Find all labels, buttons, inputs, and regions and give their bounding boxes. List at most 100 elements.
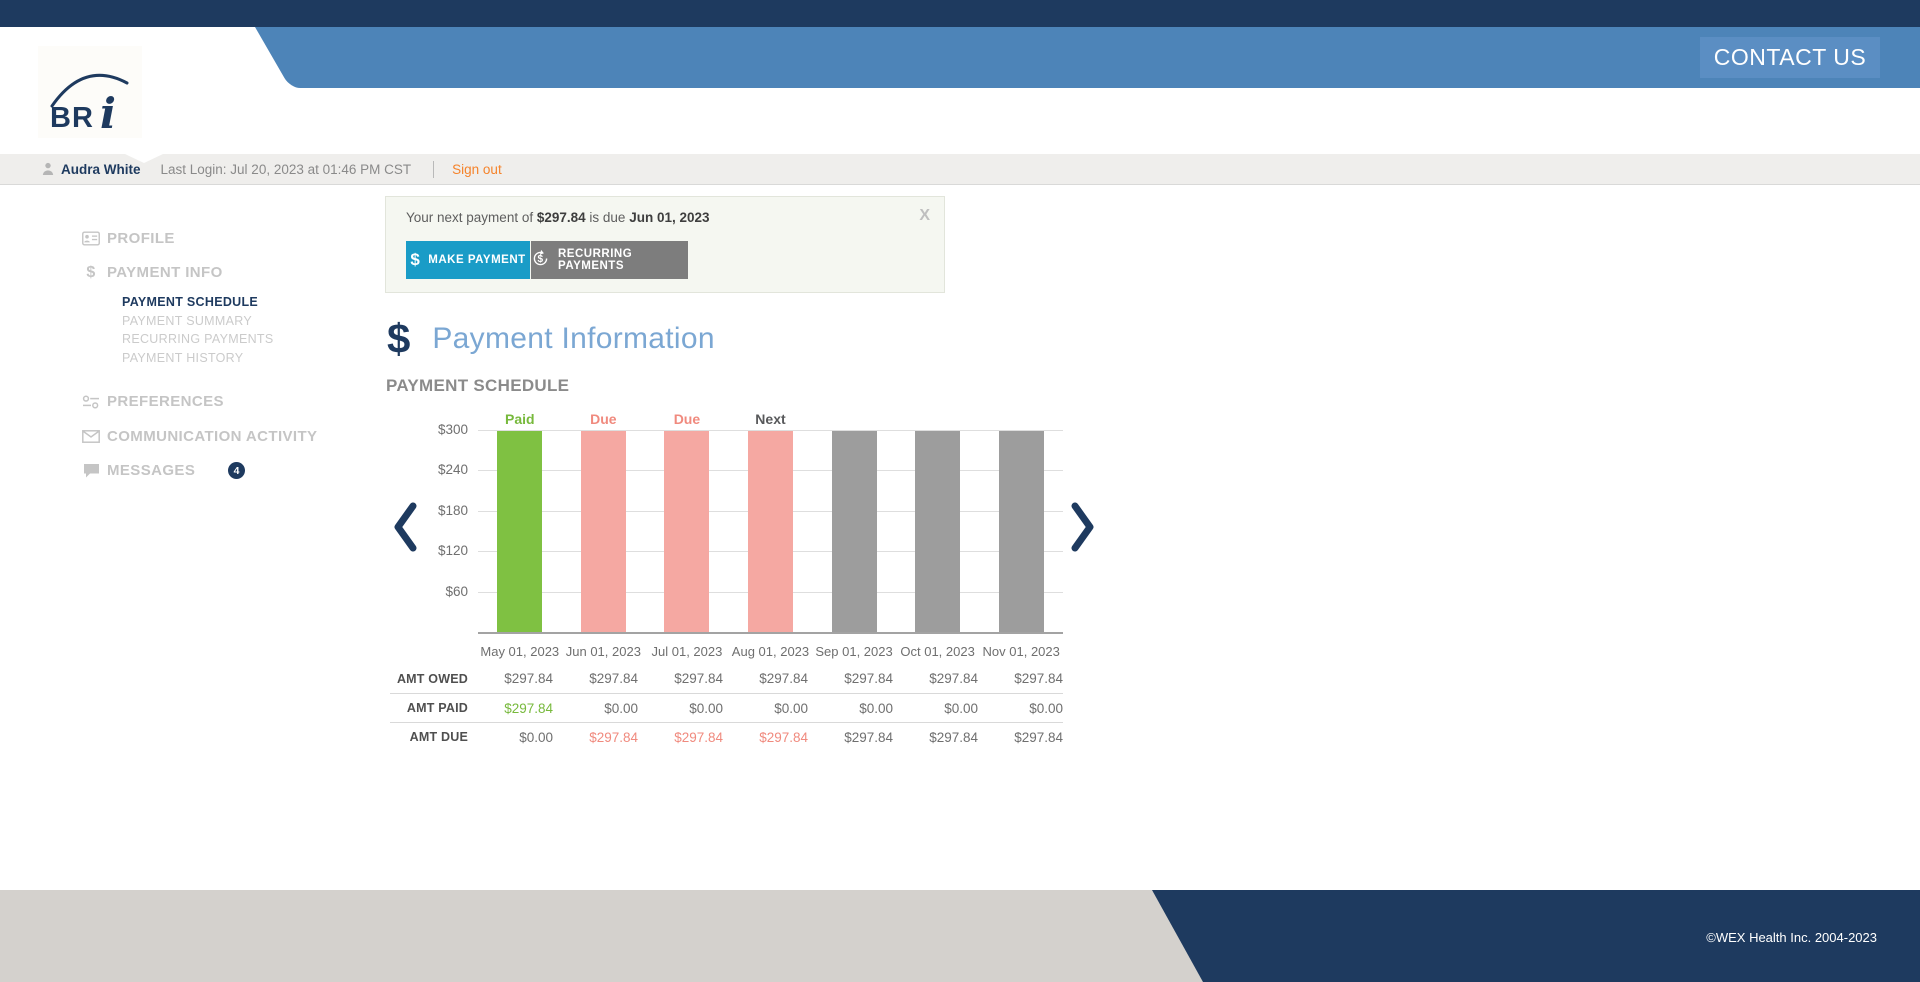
- sidebar-item-label: COMMUNICATION ACTIVITY: [107, 428, 318, 445]
- payment-bar-upcoming[interactable]: [915, 431, 961, 632]
- dollar-icon: $: [86, 264, 96, 281]
- x-axis-label: Aug 01, 2023: [731, 644, 810, 659]
- user-name: Audra White: [61, 161, 141, 177]
- y-axis-tick: $240: [437, 462, 468, 478]
- chat-bubble-icon: [82, 463, 100, 478]
- recurring-payments-label: RECURRING PAYMENTS: [558, 248, 633, 272]
- chart-prev-button[interactable]: [392, 501, 418, 558]
- sidebar-item-messages[interactable]: MESSAGES 4: [82, 462, 382, 479]
- close-icon[interactable]: X: [919, 207, 930, 224]
- table-row-amt-paid: AMT PAID $297.84 $0.00 $0.00 $0.00 $0.00 $0.00…: [390, 693, 1063, 722]
- sidebar-subitem-payment-summary[interactable]: PAYMENT SUMMARY: [122, 313, 252, 328]
- amount-cell: $297.84: [844, 671, 893, 686]
- sidebar-item-payment-info[interactable]: $ PAYMENT INFO: [82, 264, 382, 281]
- amount-cell: $297.84: [674, 671, 723, 686]
- bar-status-label: Due: [590, 411, 617, 427]
- payment-bar-paid[interactable]: [497, 431, 543, 632]
- bri-logo[interactable]: BR i: [38, 46, 142, 138]
- row-label: AMT PAID: [406, 701, 468, 715]
- amount-cell: $297.84: [929, 729, 978, 745]
- amount-cell: $0.00: [519, 729, 553, 745]
- sidebar-item-communication-activity[interactable]: COMMUNICATION ACTIVITY: [82, 428, 382, 445]
- payment-due-notification: Your next payment of $297.84 is due Jun …: [385, 196, 945, 293]
- svg-text:$: $: [537, 254, 543, 265]
- make-payment-button[interactable]: $ MAKE PAYMENT: [406, 241, 530, 279]
- payment-amounts-table: AMT OWED $297.84 $297.84 $297.84 $297.84 $297…: [390, 664, 1063, 751]
- table-row-amt-owed: AMT OWED $297.84 $297.84 $297.84 $297.84 $297…: [390, 664, 1063, 693]
- payment-bar-next[interactable]: [748, 431, 793, 632]
- payment-bar-due[interactable]: [664, 431, 710, 632]
- payment-schedule-chart: $300 $240 $180 $120 $60 Paid May 01, 2023 Due Ju…: [390, 405, 1102, 667]
- row-label: AMT OWED: [396, 671, 468, 686]
- amount-cell: $297.84: [844, 729, 893, 745]
- payment-bar-upcoming[interactable]: [831, 431, 877, 632]
- amount-cell: $0.00: [604, 700, 638, 716]
- bar-status-label: Next: [755, 411, 786, 427]
- x-axis-label: Jun 01, 2023: [565, 644, 641, 659]
- amount-cell: $297.84: [1014, 671, 1063, 686]
- amount-cell: $297.84: [674, 729, 723, 745]
- amount-cell: $297.84: [1014, 729, 1063, 745]
- notification-text: Your next payment of: [406, 210, 537, 225]
- sidebar-item-profile[interactable]: PROFILE: [82, 230, 382, 247]
- payment-bar-due[interactable]: [580, 431, 626, 632]
- sidebar-subitem-payment-history[interactable]: PAYMENT HISTORY: [122, 350, 244, 365]
- row-label: AMT DUE: [409, 730, 468, 744]
- page-title: Payment Information: [432, 322, 715, 355]
- footer: ©WEX Health Inc. 2004-2023: [0, 890, 1920, 982]
- messages-count-badge: 4: [228, 462, 246, 479]
- chart-next-button[interactable]: [1070, 501, 1096, 558]
- sign-out-link[interactable]: Sign out: [452, 161, 502, 177]
- sliders-icon: [82, 394, 100, 409]
- notification-buttons: $ MAKE PAYMENT $ RECURRING PAYMENTS: [406, 241, 688, 279]
- y-axis-tick: $180: [437, 502, 468, 518]
- amount-cell: $297.84: [759, 729, 808, 745]
- notification-message: Your next payment of $297.84 is due Jun …: [406, 210, 710, 225]
- amount-cell: $297.84: [929, 671, 978, 686]
- sidebar-item-label: PREFERENCES: [107, 393, 224, 410]
- chevron-left-icon: [394, 502, 417, 552]
- amount-cell: $297.84: [759, 671, 808, 686]
- page-heading: $ Payment Information: [387, 318, 715, 360]
- notification-amount: $297.84: [536, 210, 586, 225]
- table-row-amt-due: AMT DUE $0.00 $297.84 $297.84 $297.84 $297.84…: [390, 722, 1063, 751]
- payment-bar-upcoming[interactable]: [998, 431, 1044, 632]
- contact-us-label: CONTACT US: [1713, 44, 1867, 70]
- top-navy-bar: [0, 0, 1920, 27]
- bar-status-label: Due: [673, 411, 701, 427]
- recurring-dollar-icon: $: [531, 249, 550, 271]
- svg-text:i: i: [100, 89, 116, 138]
- id-card-icon: [82, 231, 100, 246]
- sidebar-sub-menu: PAYMENT SCHEDULE PAYMENT SUMMARY RECURRING…: [122, 293, 382, 367]
- sidebar-subitem-payment-schedule[interactable]: PAYMENT SCHEDULE: [122, 295, 259, 309]
- contact-us-button[interactable]: CONTACT US: [1700, 37, 1880, 78]
- y-axis-tick: $60: [445, 583, 468, 599]
- bar-status-label: Paid: [504, 411, 535, 427]
- footer-navy-shape: [1152, 890, 1920, 982]
- amount-cell: $297.84: [504, 671, 553, 686]
- chevron-right-icon: [1071, 502, 1094, 552]
- recurring-payments-button[interactable]: $ RECURRING PAYMENTS: [531, 241, 688, 279]
- sidebar-item-preferences[interactable]: PREFERENCES: [82, 393, 382, 410]
- x-axis-label: May 01, 2023: [480, 644, 560, 659]
- svg-text:BR: BR: [50, 102, 94, 134]
- amount-cell: $0.00: [944, 700, 978, 716]
- amount-cell: $297.84: [589, 671, 638, 686]
- amount-cell: $297.84: [589, 729, 638, 745]
- x-axis-line: [478, 632, 1063, 634]
- amount-cell: $297.84: [504, 700, 553, 716]
- payment-dollar-icon: $: [387, 315, 411, 362]
- sidebar-subitem-recurring-payments[interactable]: RECURRING PAYMENTS: [122, 332, 274, 346]
- y-axis-tick: $120: [437, 543, 468, 559]
- amount-cell: $0.00: [689, 700, 723, 716]
- sidebar-item-label: PROFILE: [107, 230, 175, 247]
- notification-due-date: Jun 01, 2023: [629, 210, 710, 225]
- copyright-text: ©WEX Health Inc. 2004-2023: [1706, 930, 1877, 945]
- make-payment-label: MAKE PAYMENT: [428, 254, 526, 266]
- header-blue-band: [255, 27, 1920, 88]
- envelope-icon: [82, 430, 100, 443]
- sidebar-item-label: PAYMENT INFO: [107, 264, 223, 281]
- gridline: [478, 430, 1063, 431]
- header-notch: [125, 154, 163, 163]
- amount-cell: $0.00: [1029, 700, 1063, 716]
